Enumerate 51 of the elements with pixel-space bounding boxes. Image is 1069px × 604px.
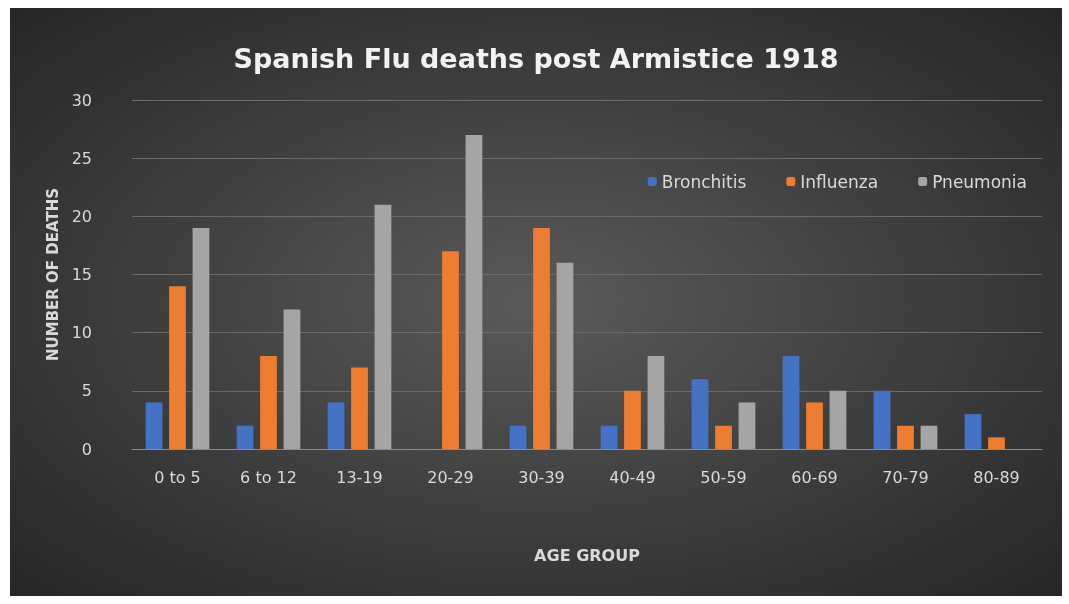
x-tick-label: 0 to 5 [154,467,201,487]
bar [169,286,186,449]
legend-label: Pneumonia [932,171,1028,192]
bar [351,367,368,449]
bar [327,402,345,449]
x-tick-label: 13-19 [336,467,383,487]
x-tick-label: 6 to 12 [240,467,297,487]
x-tick-label: 60-69 [791,467,838,487]
bar [782,355,800,449]
x-tick-label: 20-29 [427,467,474,487]
legend-label: Bronchitis [661,171,747,192]
bar [260,355,277,449]
x-tick-label: 40-49 [609,467,656,487]
bar [465,134,483,449]
legend-label: Influenza [800,171,879,192]
bar [236,425,254,449]
bar [374,204,392,449]
x-tick-label: 70-79 [882,467,929,487]
bar [556,262,574,449]
bar [691,379,709,449]
bar [283,309,301,449]
bar [964,414,982,449]
bar [738,402,756,449]
bar [509,425,527,449]
y-tick-label: 30 [71,90,92,110]
x-tick-label: 80-89 [973,467,1020,487]
bar [988,437,1005,449]
bar [533,227,550,449]
y-tick-label: 25 [71,148,92,168]
bar [145,402,163,449]
y-tick-label: 20 [71,206,92,226]
y-axis-title: NUMBER OF DEATHS [44,187,63,362]
bar [192,227,210,449]
bar [829,390,847,449]
bar [624,390,641,449]
bar [873,390,891,449]
y-tick-label: 10 [71,323,92,343]
chart-title: Spanish Flu deaths post Armistice 1918 [233,43,839,74]
bar [715,425,732,449]
y-tick-label: 0 [81,439,92,459]
y-tick-label: 15 [71,265,92,284]
x-axis-title: AGE GROUP [534,545,641,565]
y-tick-label: 5 [81,381,92,401]
bar [920,425,938,449]
bar [897,425,914,449]
bar [600,425,618,449]
bar [806,402,823,449]
bar [442,251,459,449]
x-tick-label: 30-39 [518,467,565,487]
bar [647,355,665,449]
x-tick-label: 50-59 [700,467,747,487]
